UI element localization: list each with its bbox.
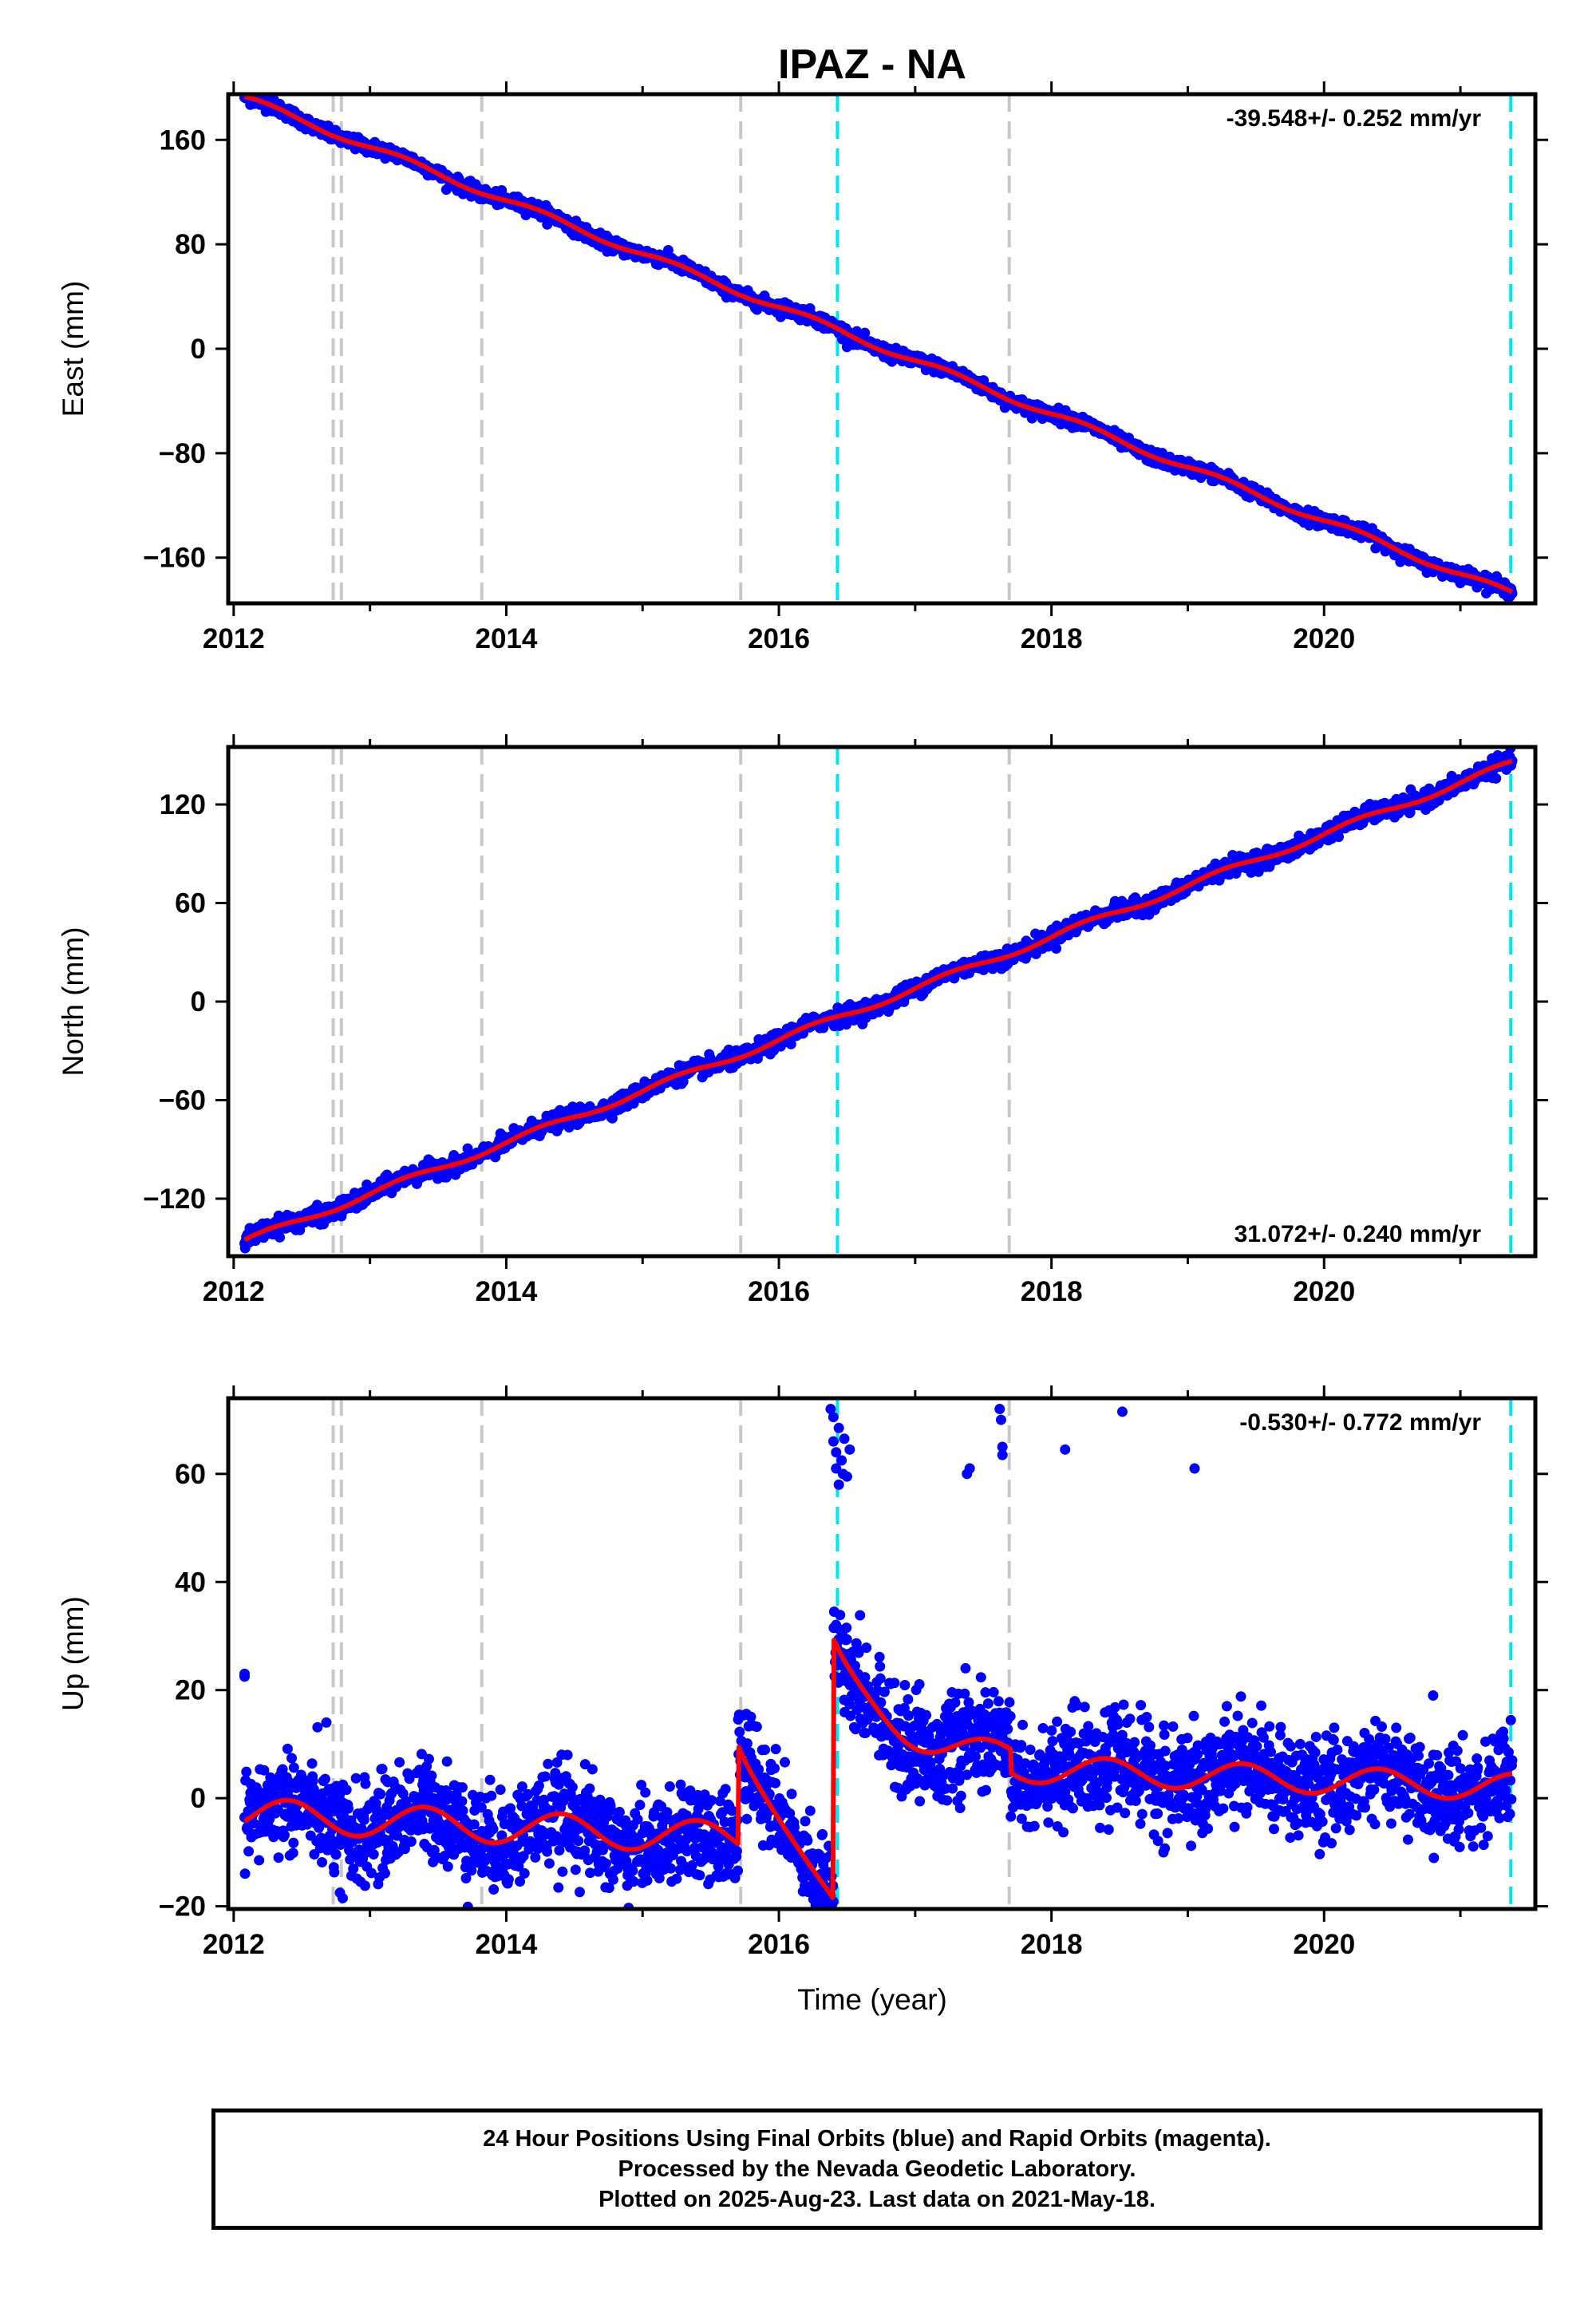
data-point: [358, 1814, 369, 1825]
data-point: [287, 1848, 298, 1859]
data-point: [239, 1868, 251, 1879]
data-point: [360, 1778, 371, 1789]
data-point: [606, 1113, 618, 1124]
x-tick-label: 2020: [1293, 1276, 1355, 1307]
data-point: [286, 1753, 298, 1764]
data-point: [254, 1855, 265, 1866]
data-point: [329, 1867, 340, 1878]
y-tick-label: 0: [191, 334, 206, 365]
x-tick-label: 2012: [203, 1276, 265, 1307]
data-point: [442, 1861, 453, 1872]
rate-label: -39.548+/- 0.252 mm/yr: [1227, 105, 1482, 132]
data-point: [275, 1231, 286, 1243]
plot-area: [239, 94, 1518, 603]
data-point: [279, 1829, 290, 1840]
data-point: [294, 1224, 306, 1235]
data-point: [1491, 773, 1502, 784]
data-point: [1026, 413, 1037, 424]
x-tick-label: 2014: [476, 1276, 538, 1307]
chart-title: IPAZ - NA: [778, 41, 966, 88]
model-line: [243, 94, 1514, 595]
data-point: [282, 1743, 293, 1754]
data-points: [239, 747, 1518, 1254]
data-point: [243, 1846, 255, 1857]
data-points: [239, 94, 1518, 603]
y-tick-label: 0: [191, 986, 206, 1018]
x-tick-label: 2016: [748, 623, 810, 654]
data-point: [394, 1757, 405, 1768]
east-panel: 160 80 0 −80 −160 2012 2014 2016 2018 2020 East (m…: [57, 81, 1548, 654]
y-tick-label: −60: [159, 1085, 206, 1116]
data-point: [288, 1837, 299, 1848]
y-tick-label: −80: [159, 438, 206, 469]
north-panel: 120 60 0 −60 −120 2012 2014 2016 2018 2020 North (…: [57, 734, 1548, 1307]
data-point: [306, 1758, 318, 1769]
data-point: [859, 327, 871, 338]
y-axis-title: East (mm): [57, 281, 89, 417]
data-point: [375, 1788, 386, 1800]
rate-label: 31.072+/- 0.240 mm/yr: [1235, 1221, 1482, 1247]
data-point: [320, 1773, 331, 1784]
data-point: [359, 1880, 370, 1891]
x-tick-label: 2014: [476, 623, 538, 654]
x-tick-label: 2012: [203, 623, 265, 654]
y-axis-title: North (mm): [57, 927, 89, 1076]
data-point: [312, 1721, 323, 1733]
data-point: [273, 1852, 284, 1863]
y-tick-label: −160: [143, 543, 206, 574]
data-point: [662, 245, 674, 256]
data-point: [423, 1753, 434, 1765]
data-point: [377, 1764, 388, 1775]
data-point: [241, 1766, 252, 1777]
data-point: [317, 1856, 328, 1867]
x-tick-label: 2016: [748, 1276, 810, 1307]
data-point: [368, 1849, 379, 1860]
plot-area: [239, 1398, 1518, 1909]
data-point: [785, 1038, 796, 1049]
y-tick-label: 120: [160, 789, 206, 820]
x-tick-label: 2018: [1021, 1276, 1083, 1307]
data-point: [330, 1849, 342, 1860]
data-point: [379, 1867, 390, 1879]
data-point: [1051, 943, 1062, 954]
y-tick-label: 80: [175, 229, 206, 260]
data-point: [342, 1803, 354, 1814]
plot-area: [239, 747, 1518, 1256]
data-point: [441, 1756, 452, 1767]
y-tick-label: −120: [143, 1184, 206, 1215]
data-point: [341, 1784, 352, 1796]
data-point: [405, 1836, 417, 1848]
data-points: [239, 1404, 1518, 1909]
data-point: [426, 1770, 437, 1781]
y-tick-label: 60: [175, 888, 206, 919]
x-tick-label: 2018: [1021, 623, 1083, 654]
x-tick-label: 2020: [1293, 623, 1355, 654]
y-tick-label: 160: [160, 124, 206, 156]
